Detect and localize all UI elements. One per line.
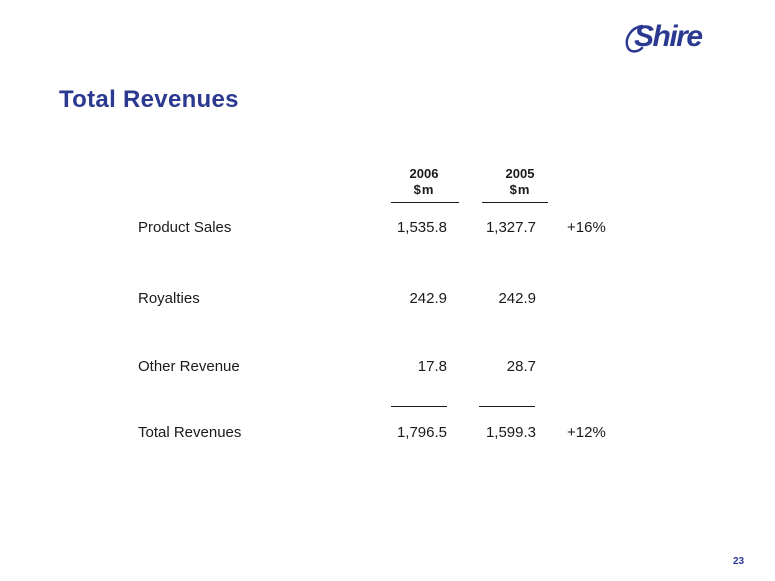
column-header-2005: 2005 $m (480, 166, 560, 198)
row-label-royalties: Royalties (138, 290, 200, 307)
page-number: 23 (733, 556, 745, 567)
column-year: 2005 (505, 166, 535, 181)
cell-2006: 1,535.8 (396, 219, 447, 236)
cell-2006: 1,796.5 (396, 424, 447, 441)
cell-2005: 28.7 (506, 358, 536, 375)
cell-2005: 1,599.3 (485, 424, 536, 441)
column-unit: $m (413, 182, 435, 197)
logo-swoosh-icon (625, 24, 644, 53)
shire-logo: Shire (622, 18, 722, 58)
sum-rule (391, 406, 447, 407)
row-label-other-revenue: Other Revenue (138, 358, 240, 375)
row-label-product-sales: Product Sales (138, 219, 232, 236)
column-year: 2006 (409, 166, 439, 181)
column-unit: $m (509, 182, 531, 197)
page-title: Total Revenues (59, 86, 239, 113)
logo-text: Shire (634, 20, 703, 53)
cell-2005: 242.9 (498, 290, 536, 307)
sum-rule (479, 406, 535, 407)
row-label-total-revenues: Total Revenues (138, 424, 242, 441)
column-rule (391, 202, 459, 203)
cell-2006: 242.9 (409, 290, 447, 307)
column-rule (482, 202, 548, 203)
cell-2006: 17.8 (417, 358, 447, 375)
cell-2005: 1,327.7 (485, 219, 536, 236)
column-header-2006: 2006 $m (384, 166, 464, 198)
change-percent: +12% (567, 424, 606, 441)
change-percent: +16% (567, 219, 606, 236)
